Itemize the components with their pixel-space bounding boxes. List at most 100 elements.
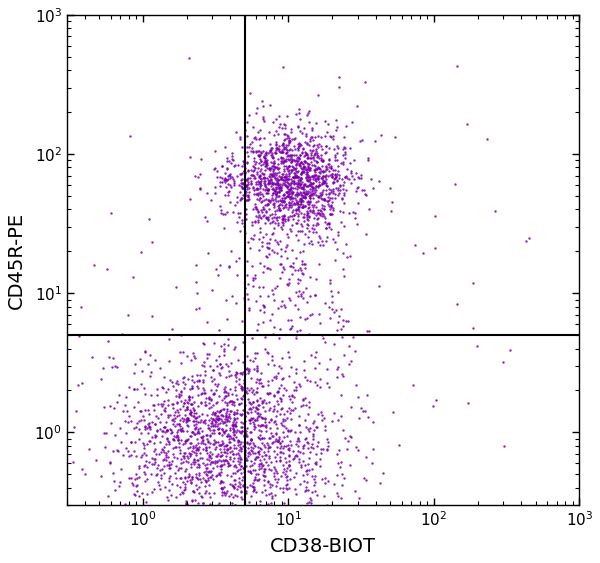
Point xyxy=(260,415,270,424)
Point xyxy=(211,437,221,446)
Point xyxy=(293,154,302,163)
Point xyxy=(208,408,217,417)
Point xyxy=(359,473,369,482)
Point xyxy=(224,458,233,467)
Point xyxy=(216,205,226,214)
Point xyxy=(174,389,184,398)
Point xyxy=(353,446,362,455)
Point xyxy=(335,462,345,471)
Point xyxy=(283,187,292,196)
Point xyxy=(260,302,269,311)
Point xyxy=(301,260,310,269)
Point xyxy=(314,177,324,186)
Point xyxy=(270,283,280,292)
Point xyxy=(290,183,299,192)
Point xyxy=(246,147,256,156)
Point xyxy=(317,173,327,182)
Point xyxy=(151,412,161,421)
Point xyxy=(193,444,202,453)
Point xyxy=(322,379,331,388)
Point xyxy=(277,418,286,427)
Point xyxy=(217,490,226,499)
Point xyxy=(84,445,94,454)
Point xyxy=(220,386,230,395)
Point xyxy=(331,305,341,314)
Point xyxy=(305,206,315,215)
Point xyxy=(253,212,263,221)
Point xyxy=(254,172,263,181)
Point xyxy=(333,362,343,371)
Point xyxy=(171,386,181,395)
Point xyxy=(299,365,309,374)
Point xyxy=(295,176,305,185)
Point xyxy=(196,432,206,441)
Point xyxy=(252,396,262,405)
Point xyxy=(284,161,294,170)
Point xyxy=(333,185,343,194)
Point xyxy=(242,158,252,167)
Point xyxy=(257,164,266,173)
Point xyxy=(326,202,335,211)
Point xyxy=(269,159,279,168)
Point xyxy=(292,198,302,207)
Point xyxy=(299,180,309,189)
Point xyxy=(221,391,230,400)
Point xyxy=(311,150,320,159)
Point xyxy=(289,194,298,203)
Point xyxy=(167,415,177,425)
Point xyxy=(176,458,186,467)
Point xyxy=(331,172,341,181)
Point xyxy=(304,199,314,208)
Point xyxy=(307,172,316,181)
Point xyxy=(191,450,201,459)
Point xyxy=(185,451,194,460)
Point xyxy=(202,444,211,453)
Point xyxy=(310,133,320,142)
Point xyxy=(268,170,277,179)
Point xyxy=(281,424,291,433)
Point xyxy=(306,350,316,359)
Point xyxy=(295,457,304,466)
Point xyxy=(107,363,117,372)
Point xyxy=(233,437,243,446)
Point xyxy=(159,461,169,470)
Point xyxy=(289,179,299,188)
Point xyxy=(305,193,315,202)
Point xyxy=(222,175,232,184)
Point xyxy=(308,179,318,188)
Point xyxy=(257,413,267,422)
Point xyxy=(190,457,200,466)
Point xyxy=(308,190,317,199)
Point xyxy=(320,425,330,434)
Point xyxy=(237,494,247,503)
Point xyxy=(194,429,204,438)
Point xyxy=(229,456,238,465)
Point xyxy=(295,141,304,150)
Point xyxy=(304,239,314,248)
Point xyxy=(180,479,190,488)
Point xyxy=(293,167,302,176)
Point xyxy=(307,224,317,233)
Point xyxy=(313,441,322,450)
Point xyxy=(190,425,200,434)
Point xyxy=(296,290,306,299)
Point xyxy=(294,196,304,205)
Point xyxy=(309,480,319,489)
Point xyxy=(202,189,212,198)
Point xyxy=(182,427,192,436)
Point xyxy=(188,404,197,413)
Point xyxy=(274,432,284,441)
Point xyxy=(355,137,365,146)
Point xyxy=(311,181,321,190)
Point xyxy=(315,209,325,218)
Point xyxy=(194,412,203,421)
Point xyxy=(282,164,292,173)
Point xyxy=(271,171,281,180)
Point xyxy=(267,171,277,180)
Point xyxy=(237,142,247,151)
Point xyxy=(137,489,147,498)
Point xyxy=(316,154,326,163)
Point xyxy=(257,381,267,390)
Point xyxy=(209,488,218,497)
Point xyxy=(189,352,199,361)
